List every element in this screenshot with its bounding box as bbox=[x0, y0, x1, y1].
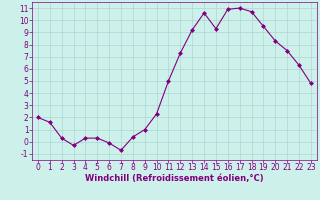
X-axis label: Windchill (Refroidissement éolien,°C): Windchill (Refroidissement éolien,°C) bbox=[85, 174, 264, 183]
